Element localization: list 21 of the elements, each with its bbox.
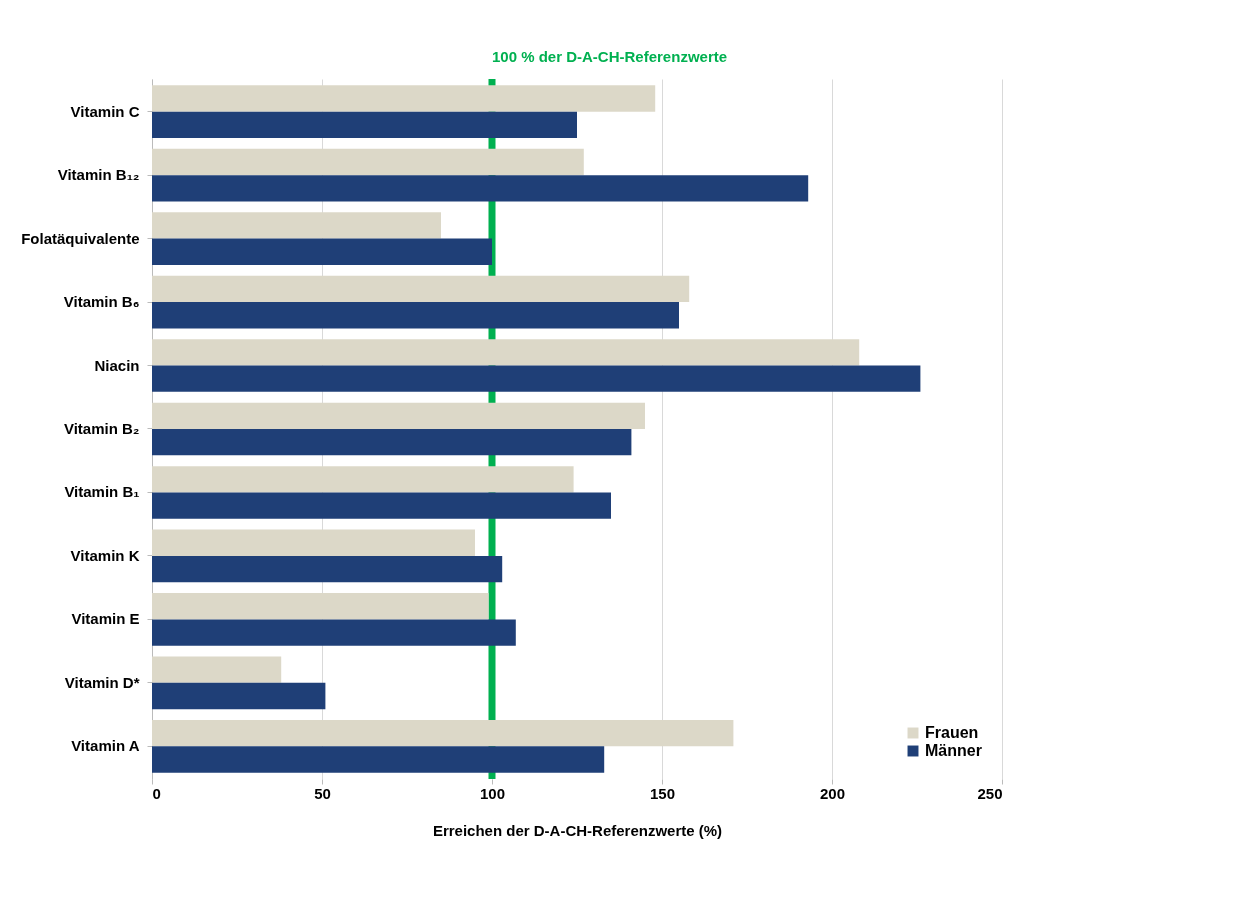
y-tick-label: Vitamin B₁₂ [57,166,140,184]
y-tick-label: Niacin [94,356,140,374]
x-tick-label: 200 [819,784,846,802]
y-tick-label: Vitamin C [70,102,140,120]
ref-line-label: 100 % der D-A-CH-Referenzwerte [492,48,728,65]
x-tick-label: 100 [479,784,506,802]
y-tick-label: Vitamin A [71,737,140,755]
y-tick-label: Vitamin B₁ [64,483,140,501]
y-tick-label: Vitamin B₂ [63,420,140,437]
legend-label: Frauen [925,724,979,741]
y-tick-label: Folatäquivalente [21,229,140,247]
x-axis-title: Erreichen der D-A-CH-Referenzwerte (%) [432,821,723,839]
y-tick-label: Vitamin K [70,546,140,564]
y-tick-label: Vitamin B₆ [63,293,140,311]
y-tick-label: Vitamin D* [64,673,140,691]
x-tick-label: 0 [152,784,161,802]
x-tick-label: 250 [977,784,1003,802]
x-tick-label: 150 [649,784,676,802]
x-tick-label: 50 [314,784,331,802]
y-tick-label: Vitamin E [71,610,140,628]
legend-label: Männer [925,742,982,759]
